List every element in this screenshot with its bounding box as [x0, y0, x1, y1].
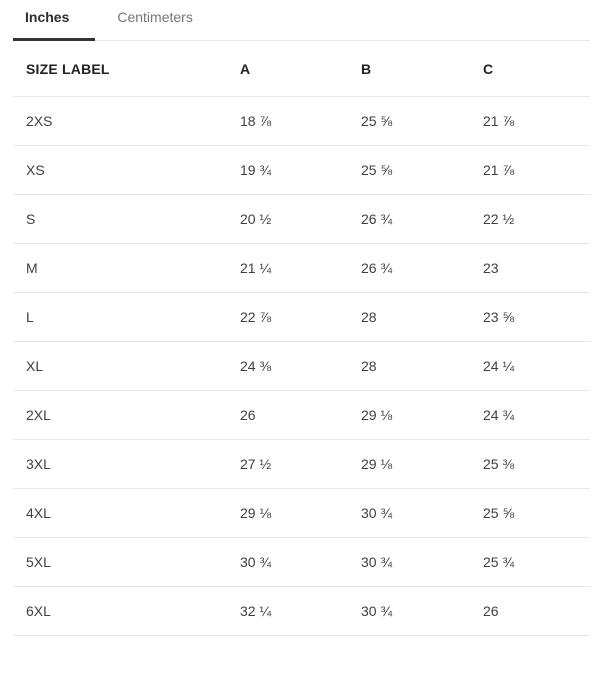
c-cell: 21 ⅞ [483, 145, 590, 195]
c-cell: 21 ⅞ [483, 96, 590, 146]
table-row: S 20 ½ 26 ¾ 22 ½ [13, 194, 590, 244]
c-cell: 24 ¾ [483, 390, 590, 440]
table-row: 2XL 26 29 ⅛ 24 ¾ [13, 390, 590, 440]
tab-centimeters[interactable]: Centimeters [95, 0, 204, 41]
b-cell: 29 ⅛ [361, 439, 483, 489]
a-cell: 18 ⅞ [240, 96, 361, 146]
size-cell: XS [13, 145, 240, 195]
b-cell: 25 ⅝ [361, 96, 483, 146]
b-cell: 29 ⅛ [361, 390, 483, 440]
c-cell: 26 [483, 586, 590, 636]
a-cell: 26 [240, 390, 361, 440]
b-cell: 28 [361, 292, 483, 342]
size-cell: 6XL [13, 586, 240, 636]
b-cell: 30 ¾ [361, 488, 483, 538]
unit-tabs: Inches Centimeters [13, 0, 590, 41]
b-cell: 25 ⅝ [361, 145, 483, 195]
table-row: XS 19 ¾ 25 ⅝ 21 ⅞ [13, 145, 590, 195]
size-cell: 5XL [13, 537, 240, 587]
table-row: 2XS 18 ⅞ 25 ⅝ 21 ⅞ [13, 96, 590, 146]
table-row: 5XL 30 ¾ 30 ¾ 25 ¾ [13, 537, 590, 587]
b-cell: 28 [361, 341, 483, 391]
header-a: A [240, 41, 361, 97]
size-cell: L [13, 292, 240, 342]
a-cell: 19 ¾ [240, 145, 361, 195]
table-row: L 22 ⅞ 28 23 ⅝ [13, 292, 590, 342]
header-size-label: SIZE LABEL [13, 41, 240, 97]
b-cell: 30 ¾ [361, 586, 483, 636]
a-cell: 20 ½ [240, 194, 361, 244]
c-cell: 25 ¾ [483, 537, 590, 587]
c-cell: 23 ⅝ [483, 292, 590, 342]
table-row: 3XL 27 ½ 29 ⅛ 25 ⅜ [13, 439, 590, 489]
table-header-row: SIZE LABEL A B C [13, 41, 590, 97]
a-cell: 27 ½ [240, 439, 361, 489]
a-cell: 30 ¾ [240, 537, 361, 587]
c-cell: 23 [483, 243, 590, 293]
size-cell: 4XL [13, 488, 240, 538]
tab-inches[interactable]: Inches [13, 0, 96, 41]
size-cell: S [13, 194, 240, 244]
b-cell: 26 ¾ [361, 243, 483, 293]
header-b: B [361, 41, 483, 97]
b-cell: 26 ¾ [361, 194, 483, 244]
size-cell: 3XL [13, 439, 240, 489]
table-row: 4XL 29 ⅛ 30 ¾ 25 ⅝ [13, 488, 590, 538]
size-cell: 2XS [13, 96, 240, 146]
a-cell: 24 ⅜ [240, 341, 361, 391]
b-cell: 30 ¾ [361, 537, 483, 587]
header-c: C [483, 41, 590, 97]
a-cell: 21 ¼ [240, 243, 361, 293]
size-chart-table: SIZE LABEL A B C 2XS 18 ⅞ 25 ⅝ 21 ⅞ XS 1… [13, 41, 590, 636]
c-cell: 25 ⅝ [483, 488, 590, 538]
size-cell: 2XL [13, 390, 240, 440]
c-cell: 22 ½ [483, 194, 590, 244]
a-cell: 32 ¼ [240, 586, 361, 636]
tab-centimeters-label: Centimeters [117, 9, 193, 25]
table-row: XL 24 ⅜ 28 24 ¼ [13, 341, 590, 391]
c-cell: 25 ⅜ [483, 439, 590, 489]
size-cell: M [13, 243, 240, 293]
a-cell: 22 ⅞ [240, 292, 361, 342]
c-cell: 24 ¼ [483, 341, 590, 391]
a-cell: 29 ⅛ [240, 488, 361, 538]
table-row: 6XL 32 ¼ 30 ¾ 26 [13, 586, 590, 636]
table-row: M 21 ¼ 26 ¾ 23 [13, 243, 590, 293]
size-cell: XL [13, 341, 240, 391]
tab-inches-label: Inches [25, 9, 70, 25]
